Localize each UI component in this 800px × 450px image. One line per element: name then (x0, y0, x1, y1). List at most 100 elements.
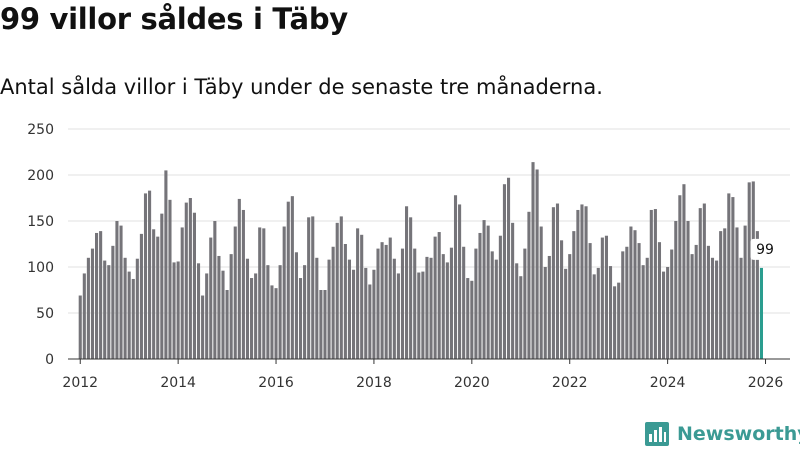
bar-50 (282, 226, 286, 359)
bar-148 (682, 184, 686, 359)
bar-166 (755, 231, 759, 359)
bar-91 (449, 247, 453, 359)
bar-20 (160, 213, 164, 359)
bar-78 (396, 273, 400, 359)
bar-126 (592, 274, 596, 359)
bar-30 (201, 295, 205, 359)
bar-88 (437, 232, 441, 359)
bar-52 (290, 196, 294, 359)
bar-27 (188, 198, 192, 359)
annotations: 99 (750, 238, 781, 260)
bar-21 (164, 170, 168, 359)
bar-26 (184, 202, 188, 359)
bar-80 (405, 206, 409, 359)
bar-90 (445, 262, 449, 359)
bar-105 (506, 177, 511, 359)
bar-140 (649, 209, 653, 359)
bar-106 (511, 222, 515, 359)
x-tick-label-2026: 2026 (748, 375, 784, 391)
bar-167 (759, 267, 763, 359)
bar-5 (99, 231, 103, 359)
bar-67 (351, 269, 356, 359)
bar-2 (86, 257, 90, 359)
brand-logo: Newsworthy (645, 420, 800, 448)
bar-8 (111, 245, 115, 359)
bar-16 (143, 193, 148, 359)
bar-13 (131, 278, 135, 359)
bar-93 (458, 204, 462, 359)
bar-101 (490, 251, 494, 359)
bar-89 (441, 254, 445, 359)
bar-51 (286, 201, 290, 359)
bar-97 (474, 248, 478, 359)
bar-74 (380, 242, 384, 359)
bar-135 (629, 226, 633, 359)
bar-29 (196, 263, 201, 359)
bar-53 (294, 252, 298, 359)
bar-37 (229, 254, 233, 359)
bar-96 (470, 280, 474, 359)
bar-39 (237, 198, 241, 359)
bar-164 (747, 182, 751, 359)
bar-152 (698, 208, 702, 359)
bar-118 (560, 240, 564, 359)
bar-125 (588, 243, 592, 359)
bar-57 (311, 216, 315, 359)
x-tick-label-2016: 2016 (258, 375, 294, 391)
bar-19 (156, 236, 160, 359)
bar-146 (674, 221, 678, 359)
bar-113 (539, 226, 543, 359)
bar-161 (735, 227, 739, 359)
bar-69 (360, 234, 364, 359)
bar-160 (731, 197, 735, 359)
bar-159 (727, 193, 731, 359)
bar-87 (433, 236, 437, 359)
bar-63 (335, 222, 339, 359)
bar-chart: 0 50 100 150 200 250 2012 2014 2016 2018 2020 2022 2… (27, 122, 790, 391)
bar-49 (278, 265, 282, 359)
bar-72 (372, 269, 376, 359)
bar-75 (384, 244, 388, 359)
bar-163 (743, 225, 747, 359)
bar-65 (343, 244, 347, 359)
bar-145 (670, 249, 674, 359)
bar-143 (662, 271, 666, 359)
bar-11 (123, 257, 127, 359)
chart-title: 99 villor såldes i Täby (0, 2, 348, 36)
bar-48 (274, 288, 278, 359)
bar-128 (600, 237, 604, 359)
data-label-0: 99 (756, 242, 774, 258)
bar-99 (482, 220, 486, 359)
bar-10 (119, 225, 123, 359)
bar-102 (494, 259, 498, 359)
bar-138 (641, 265, 645, 359)
bar-142 (657, 242, 662, 359)
bar-154 (706, 245, 710, 359)
bar-151 (694, 244, 698, 359)
bar-137 (637, 243, 641, 359)
bar-121 (572, 231, 576, 359)
bar-28 (192, 212, 196, 359)
bar-64 (339, 216, 343, 359)
bar-100 (486, 225, 490, 359)
bar-73 (376, 248, 380, 359)
bar-108 (519, 276, 523, 359)
x-tick-label-2014: 2014 (160, 375, 196, 391)
bar-56 (307, 217, 311, 359)
bar-139 (645, 257, 649, 359)
bar-60 (323, 290, 327, 359)
newsworthy-logo-icon (645, 422, 669, 446)
bar-85 (425, 256, 429, 359)
bar-136 (633, 230, 637, 359)
bar-86 (429, 257, 433, 359)
bar-62 (331, 246, 335, 359)
bar-15 (139, 233, 143, 359)
y-tick-label-150: 150 (27, 214, 54, 230)
bar-36 (225, 290, 229, 359)
bar-38 (233, 226, 237, 359)
bar-150 (690, 254, 694, 359)
x-tick-label-2020: 2020 (454, 375, 490, 391)
bar-153 (702, 203, 706, 359)
bar-156 (715, 260, 719, 359)
bar-46 (266, 265, 270, 359)
